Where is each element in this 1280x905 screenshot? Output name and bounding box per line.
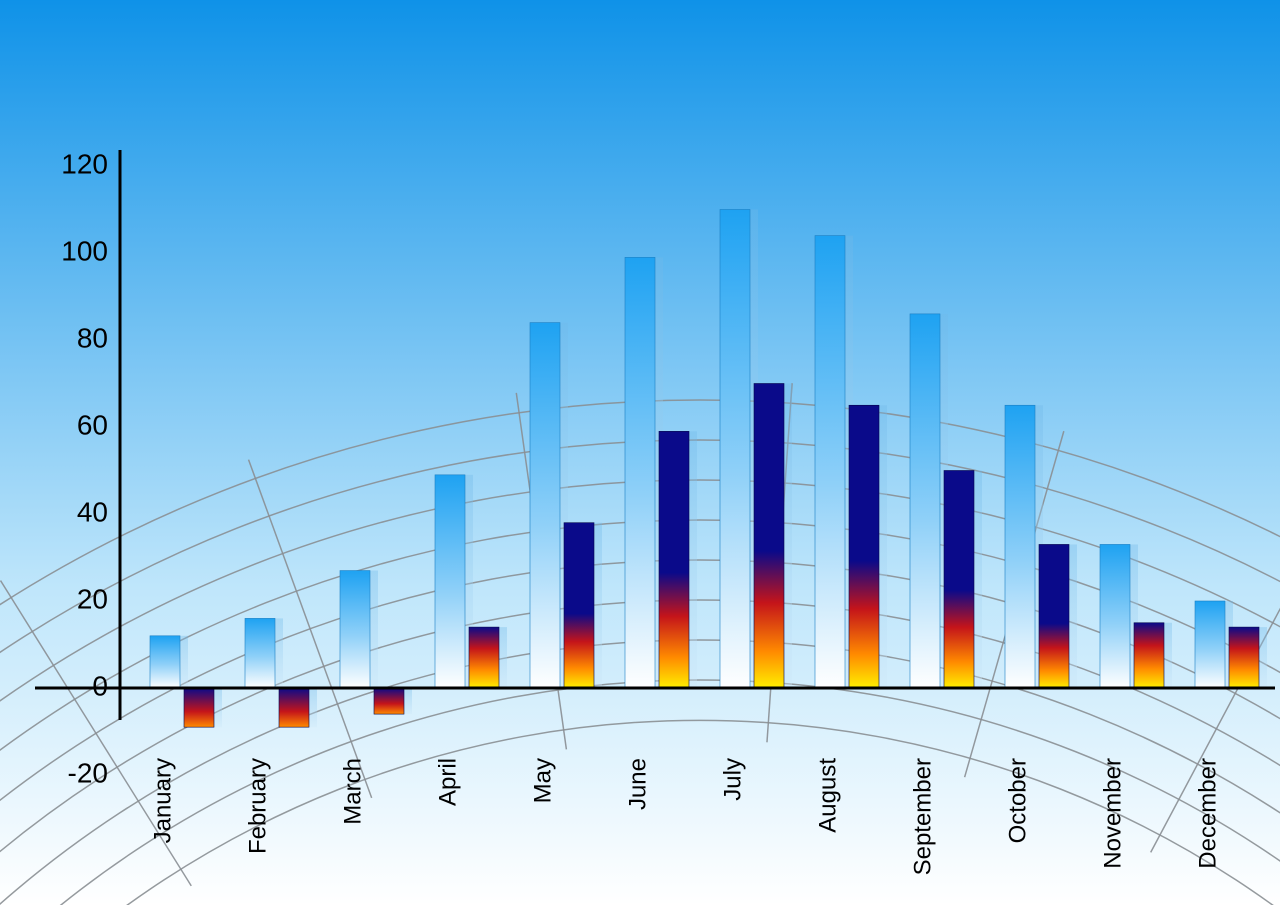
bar-primary [435,475,465,688]
bar-secondary [1134,623,1164,688]
bar-primary [625,257,655,688]
bar-secondary [184,688,214,727]
bar-secondary [279,688,309,727]
bar-secondary [374,688,404,714]
y-tick-label: 80 [77,322,108,353]
y-tick-label: 120 [61,148,108,179]
x-category-label: October [1004,758,1031,843]
bar-primary [815,236,845,688]
y-tick-label: 100 [61,235,108,266]
y-tick-label: 20 [77,583,108,614]
bar-secondary [1229,627,1259,688]
bar-secondary [944,471,974,689]
x-category-label: April [434,758,461,806]
bar-primary [1005,405,1035,688]
x-category-label: June [624,758,651,810]
monthly-bar-chart: -20 0 20 40 60 80 100 120 January February March A… [0,0,1280,905]
x-category-label: February [244,758,271,854]
bar-primary [530,323,560,688]
y-tick-label: 0 [92,670,108,701]
y-tick-label: -20 [68,757,108,788]
x-category-label: September [909,758,936,875]
x-category-label: November [1099,758,1126,869]
bar-secondary [849,405,879,688]
bar-secondary [1039,544,1069,688]
bar-secondary [564,523,594,688]
bar-primary [1100,544,1130,688]
bar-primary [1195,601,1225,688]
bar-primary [910,314,940,688]
bar-secondary [659,431,689,688]
bar-secondary [754,384,784,689]
x-category-label: July [719,758,746,801]
y-tick-label: 60 [77,409,108,440]
x-category-label: August [814,758,841,833]
bar-primary [150,636,180,688]
chart-container: -20 0 20 40 60 80 100 120 January February March A… [0,0,1280,905]
bar-primary [340,571,370,688]
x-category-label: May [529,758,556,803]
bar-primary [245,618,275,688]
bar-primary [720,210,750,689]
x-category-label: December [1194,758,1221,869]
y-tick-label: 40 [77,496,108,527]
bar-secondary [469,627,499,688]
x-category-label: March [339,758,366,825]
x-category-label: January [149,758,176,843]
